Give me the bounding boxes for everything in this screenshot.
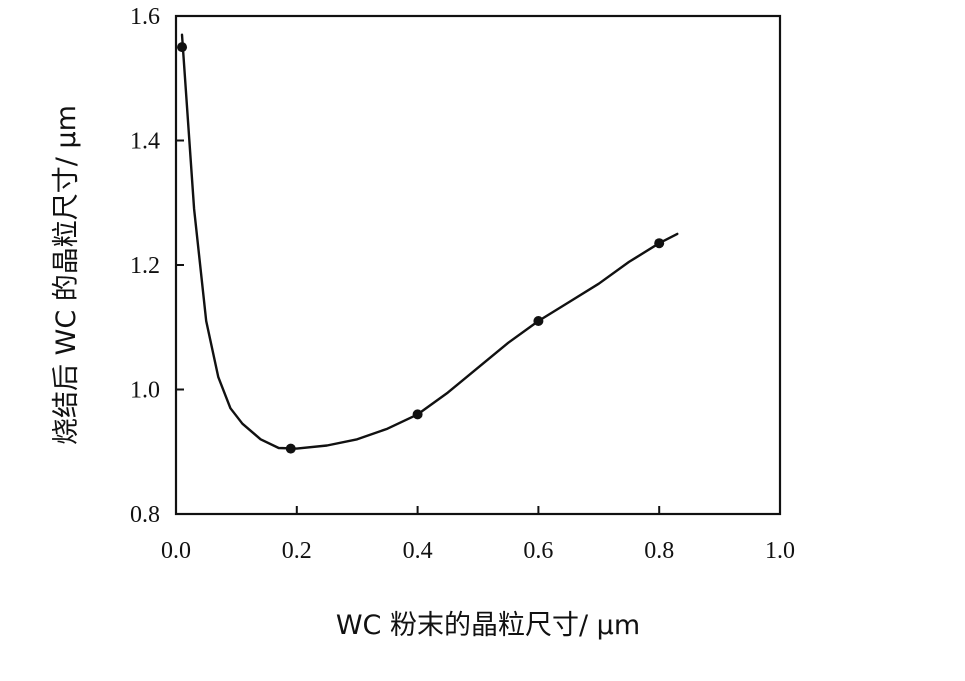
y-tick-label: 0.8 <box>130 502 160 528</box>
data-point <box>412 409 423 420</box>
series-curve-layer <box>180 33 679 450</box>
data-point <box>177 42 188 53</box>
x-tick-label: 0.6 <box>523 538 553 564</box>
y-tick-label: 1.6 <box>130 4 160 30</box>
x-tick-label: 0.0 <box>161 538 191 564</box>
axis-ticks: 0.0 0.2 0.4 0.6 0.8 1.0 0.8 1.0 1.2 1.4 1.6 <box>130 4 795 564</box>
x-tick-label: 1.0 <box>765 538 795 564</box>
y-axis-label: 烧结后 WC 的晶粒尺寸/ μm <box>51 105 82 445</box>
x-axis-label: WC 粉末的晶粒尺寸/ μm <box>336 610 640 641</box>
y-tick-label: 1.4 <box>130 129 160 155</box>
y-tick-label: 1.2 <box>130 253 160 279</box>
x-tick-label: 0.2 <box>282 538 312 564</box>
plot-border <box>174 14 782 516</box>
series-line <box>180 33 679 450</box>
data-point <box>654 238 665 249</box>
y-tick-label: 1.0 <box>130 378 160 404</box>
data-point <box>533 316 544 327</box>
data-point <box>285 443 296 454</box>
x-tick-label: 0.4 <box>403 538 433 564</box>
x-tick-label: 0.8 <box>644 538 674 564</box>
data-points <box>177 42 665 454</box>
plot-frame <box>174 14 782 516</box>
